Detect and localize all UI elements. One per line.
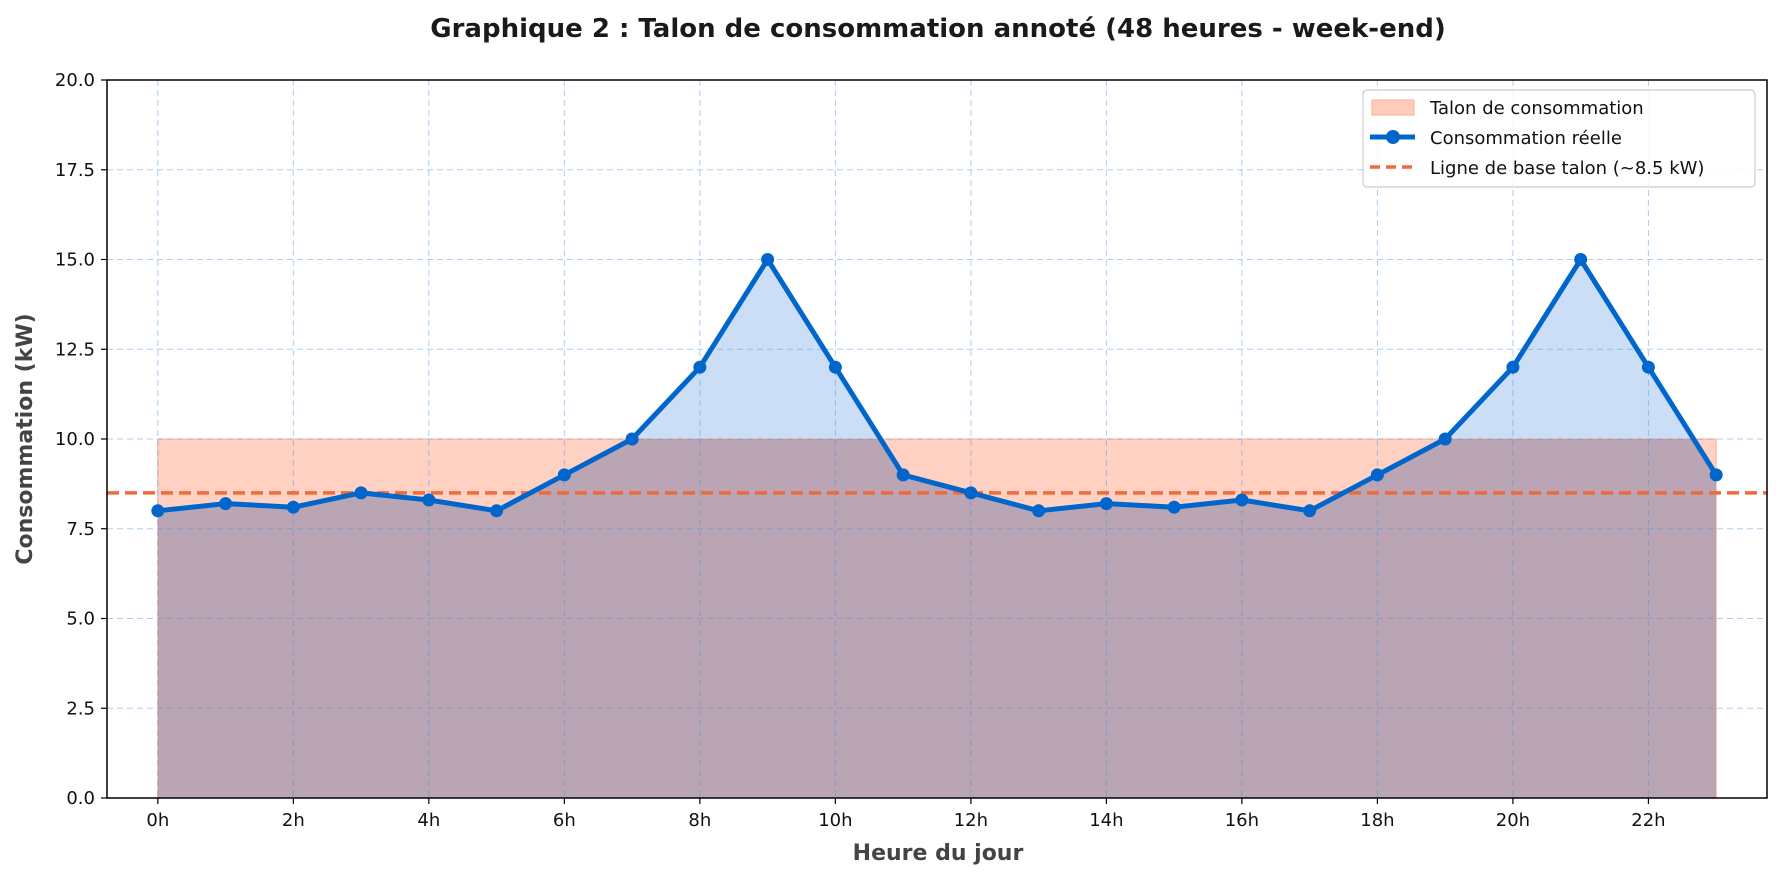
y-tick-label: 10.0 xyxy=(55,429,95,450)
consumption-point xyxy=(1506,360,1520,374)
consumption-point xyxy=(828,360,842,374)
consumption-point xyxy=(354,486,368,500)
x-tick-label: 14h xyxy=(1089,810,1123,831)
y-axis-label: Consommation (kW) xyxy=(13,313,38,564)
consumption-point xyxy=(1641,360,1655,374)
x-tick-label: 16h xyxy=(1225,810,1259,831)
y-tick-label: 12.5 xyxy=(55,339,95,360)
consumption-point xyxy=(693,360,707,374)
y-tick-label: 2.5 xyxy=(66,698,95,719)
legend-swatch-talon xyxy=(1371,99,1415,116)
legend-label-consommation: Consommation réelle xyxy=(1430,128,1622,149)
consumption-point xyxy=(490,504,504,518)
y-tick-label: 17.5 xyxy=(55,160,95,181)
consumption-point xyxy=(1370,468,1384,482)
y-tick-label: 7.5 xyxy=(66,519,95,540)
consumption-point xyxy=(1574,253,1588,266)
x-axis-ticks: 0h 2h 4h 6h 8h 10h 12h 14h 16h 18h 20h 22h xyxy=(146,798,1666,831)
consumption-point xyxy=(761,253,775,266)
consumption-point xyxy=(557,468,571,482)
consumption-point xyxy=(964,486,978,500)
consumption-point xyxy=(219,497,233,511)
x-tick-label: 10h xyxy=(818,810,852,831)
x-tick-label: 6h xyxy=(553,810,576,831)
consumption-point xyxy=(1235,493,1249,507)
x-tick-label: 0h xyxy=(146,810,169,831)
x-tick-label: 18h xyxy=(1360,810,1394,831)
x-tick-label: 4h xyxy=(417,810,440,831)
consumption-point xyxy=(1303,504,1317,518)
legend: Talon de consommation Consommation réell… xyxy=(1362,89,1756,188)
y-tick-label: 0.0 xyxy=(66,788,95,809)
consumption-point xyxy=(151,504,165,518)
y-tick-label: 20.0 xyxy=(55,70,95,91)
x-tick-label: 2h xyxy=(282,810,305,831)
y-tick-label: 15.0 xyxy=(55,250,95,271)
x-tick-label: 8h xyxy=(688,810,711,831)
consumption-series xyxy=(151,253,1723,518)
consumption-line xyxy=(157,257,1719,514)
legend-marker-consommation xyxy=(1386,130,1400,144)
consumption-point xyxy=(1438,432,1452,446)
plot-area xyxy=(106,79,1768,799)
legend-box xyxy=(1362,89,1756,188)
x-tick-label: 22h xyxy=(1631,810,1665,831)
consumption-point xyxy=(625,432,639,446)
x-axis-label: Heure du jour xyxy=(853,841,1024,866)
consumption-point xyxy=(1167,500,1181,514)
overlap-tint xyxy=(157,439,1717,798)
x-tick-label: 12h xyxy=(954,810,988,831)
legend-label-talon: Talon de consommation xyxy=(1429,98,1644,119)
legend-label-baseline: Ligne de base talon (~8.5 kW) xyxy=(1430,158,1704,179)
consumption-point xyxy=(286,500,300,514)
consumption-point xyxy=(1032,504,1046,518)
consumption-point xyxy=(1099,497,1113,511)
x-tick-label: 20h xyxy=(1496,810,1530,831)
consumption-point xyxy=(422,493,436,507)
y-tick-label: 5.0 xyxy=(66,609,95,630)
consumption-point xyxy=(1709,468,1723,482)
y-axis-ticks: 0.0 2.5 5.0 7.5 10.0 12.5 15.0 17.5 20.0 xyxy=(55,70,107,809)
chart-title: Graphique 2 : Talon de consommation anno… xyxy=(430,14,1445,44)
consumption-point xyxy=(896,468,910,482)
